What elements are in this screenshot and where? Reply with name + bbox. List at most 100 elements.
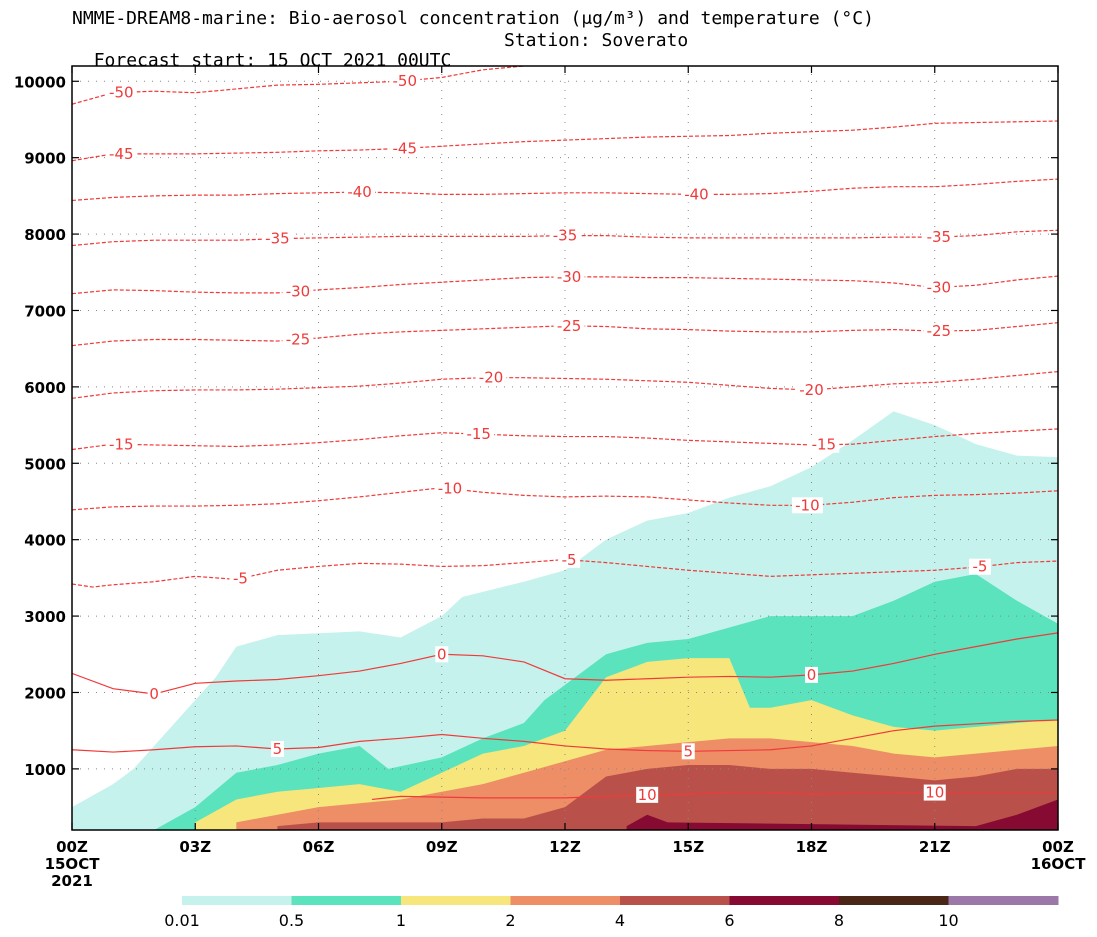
- colorbar-label-6: 8: [834, 911, 844, 930]
- y-tick-label-1: 2000: [24, 684, 66, 702]
- y-tick-label-0: 1000: [24, 761, 66, 779]
- isotherm-label-23: -5: [562, 551, 577, 569]
- isotherm-label-bg-30: [636, 786, 659, 803]
- colorbar-swatch-2: [401, 896, 511, 905]
- colorbar-label-5: 6: [724, 911, 734, 930]
- isotherm-label-5: -40: [684, 185, 709, 203]
- isotherm-label-31: 10: [925, 784, 944, 802]
- isotherm-label-27: 0: [807, 666, 817, 684]
- isotherm-label-bg-5: [680, 186, 712, 203]
- x-tick-date-0: 15OCT: [45, 855, 101, 873]
- isotherm-label-3: -45: [393, 139, 418, 157]
- isotherm-label-29: 5: [683, 742, 693, 760]
- isotherm-label-25: 0: [149, 685, 159, 703]
- isotherm-label-bg-27: [805, 666, 818, 683]
- isotherm-line-22: [72, 558, 1058, 588]
- y-tick-label-2: 3000: [24, 608, 66, 626]
- isotherm-labels: -50-50-45 -45-40 -40-35 -35 -35-30-30-30-25-…: [105, 72, 991, 804]
- isotherm-line-28: [72, 719, 1058, 753]
- y-tick-label-3: 4000: [24, 532, 66, 550]
- isotherm-label-8: -35: [927, 228, 952, 246]
- concentration-region-4: [277, 765, 1058, 830]
- isotherm-label-bg-17: [105, 436, 137, 453]
- y-tick-label-9: 10000: [14, 73, 66, 91]
- colorbar-swatch-0: [182, 896, 292, 905]
- isotherm-label-30: 10: [638, 786, 657, 804]
- colorbar-swatch-6: [839, 896, 949, 905]
- isotherm-label-28: 5: [273, 740, 283, 758]
- isotherm-label-15: -20: [479, 369, 504, 387]
- colorbar-label-3: 2: [505, 911, 515, 930]
- colorbar-label-4: 4: [615, 911, 625, 930]
- isotherm-line-17: [72, 428, 1058, 451]
- isotherm-label-24: -5: [972, 558, 987, 576]
- isotherm-line-20: [72, 487, 1058, 511]
- isotherm-label-12: -25: [286, 331, 311, 349]
- colorbar-label-1: 0.5: [279, 911, 304, 930]
- x-tick-label-0: 00Z: [56, 838, 88, 856]
- isotherm-line-25: [72, 632, 1058, 695]
- isotherm-label-18: -15: [466, 425, 491, 443]
- isotherm-label-4: -40: [347, 183, 372, 201]
- isotherm-line-4: [72, 178, 1058, 202]
- x-tick-label-8: 00Z: [1042, 838, 1074, 856]
- isotherm-label-2: -45: [109, 145, 134, 163]
- isotherm-label-7: -35: [553, 227, 578, 245]
- isotherm-line-2: [72, 120, 1058, 162]
- x-tick-label-1: 03Z: [179, 838, 211, 856]
- colorbar-swatch-7: [948, 896, 1059, 905]
- colorbar-swatch-5: [729, 896, 840, 905]
- concentration-region-5: [626, 799, 1058, 830]
- isotherm-label-bg-23: [558, 551, 581, 568]
- isotherm-label-14: -25: [927, 322, 952, 340]
- isotherm-label-bg-14: [923, 323, 955, 340]
- colorbar-swatch-3: [510, 896, 621, 905]
- isotherm-label-bg-1: [389, 72, 421, 89]
- isotherm-label-bg-25: [147, 686, 161, 703]
- isotherm-label-20: -10: [438, 480, 463, 498]
- isotherm-label-bg-8: [923, 228, 955, 245]
- isotherm-label-bg-3: [389, 140, 421, 157]
- isotherm-label-bg-13: [553, 317, 585, 334]
- isotherm-label-bg-29: [681, 743, 695, 760]
- isotherm-label-bg-18: [463, 426, 495, 443]
- colorbar: 0.01 0.5 1 2 4 6 8 10: [164, 896, 1059, 930]
- x-tick-label-6: 18Z: [796, 838, 828, 856]
- x-tick-label-2: 06Z: [303, 838, 335, 856]
- isotherm-label-19: -15: [812, 436, 837, 454]
- y-tick-label-6: 7000: [24, 302, 66, 320]
- isotherm-label-bg-22: [229, 570, 252, 587]
- x-tick-year-0: 2021: [51, 872, 93, 890]
- x-tick-label-5: 15Z: [672, 838, 704, 856]
- x-tick-label-3: 09Z: [426, 838, 458, 856]
- isotherm-label-bg-12: [282, 331, 314, 348]
- isotherm-label-bg-16: [796, 381, 827, 398]
- isotherm-label-bg-4: [344, 184, 376, 201]
- isotherm-label-17: -15: [109, 435, 134, 453]
- colorbar-swatch-1: [291, 896, 402, 905]
- x-tick-label-4: 12Z: [549, 838, 581, 856]
- isotherm-label-bg-20: [434, 480, 466, 497]
- isotherm-label-bg-28: [270, 741, 284, 758]
- isotherm-label-bg-10: [553, 268, 585, 285]
- isotherm-label-bg-21: [791, 497, 823, 514]
- isotherm-label-0: -50: [109, 83, 134, 101]
- isotherm-line-0: [72, 66, 524, 105]
- y-tick-label-7: 8000: [24, 226, 66, 244]
- isotherm-label-21: -10: [795, 496, 820, 514]
- colorbar-label-0: 0.01: [164, 911, 200, 930]
- isotherm-label-bg-26: [435, 646, 449, 663]
- isotherm-label-13: -25: [557, 317, 582, 335]
- isotherm-label-22: -5: [233, 569, 248, 587]
- isotherm-label-bg-9: [282, 283, 314, 300]
- isotherm-label-bg-6: [261, 230, 293, 247]
- isotherm-label-9: -30: [286, 282, 311, 300]
- isotherm-label-bg-7: [549, 227, 581, 244]
- isotherm-label-bg-2: [105, 145, 137, 162]
- isotherm-label-bg-24: [968, 558, 991, 575]
- isotherm-line-15: [72, 371, 1058, 399]
- isotherm-label-10: -30: [557, 268, 582, 286]
- y-axis: 1000200030004000500060007000800090001000…: [14, 73, 1058, 779]
- isotherm-label-bg-11: [923, 279, 955, 296]
